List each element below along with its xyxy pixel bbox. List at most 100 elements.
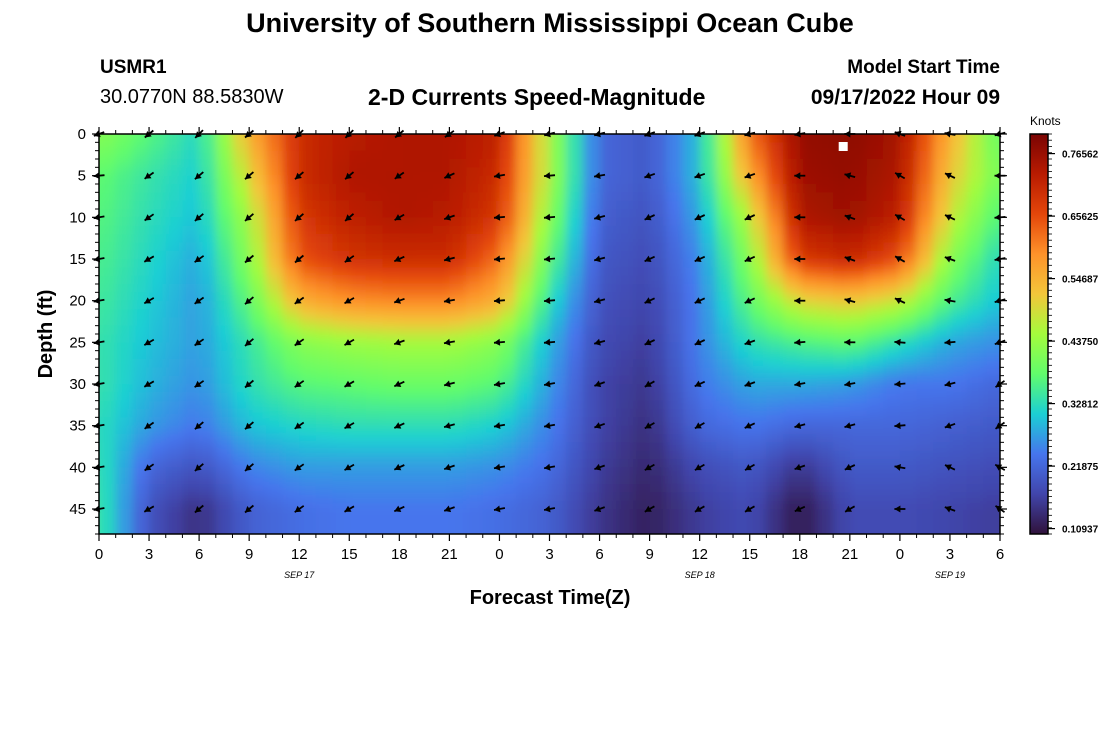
station-coordinates: 30.0770N 88.5830W [100, 86, 284, 108]
heatmap-cell [132, 325, 150, 335]
heatmap-cell [766, 225, 784, 235]
heatmap-cell [382, 159, 401, 169]
heatmap-cell [816, 400, 834, 410]
heatmap-cell [833, 409, 851, 419]
heatmap-cell [933, 459, 951, 469]
heatmap-cell [132, 275, 150, 285]
heatmap-cell [82, 534, 99, 543]
heatmap-cell [199, 225, 217, 235]
heatmap-cell [949, 267, 968, 277]
heatmap-cell [149, 367, 167, 377]
heatmap-cell [616, 425, 634, 435]
heatmap-cell [399, 317, 417, 327]
heatmap-cell [466, 292, 484, 302]
heatmap-cell [632, 142, 651, 152]
heatmap-cell [282, 134, 301, 144]
heatmap-cell [616, 467, 634, 477]
heatmap-cell [749, 184, 768, 194]
heatmap-cell [833, 267, 851, 277]
current-arrow [294, 213, 304, 222]
heatmap-cell [132, 467, 150, 477]
heatmap-cell [949, 300, 968, 310]
current-arrow [844, 172, 856, 180]
heatmap-cell [900, 117, 917, 126]
heatmap-cell [466, 242, 484, 252]
heatmap-cell [199, 134, 217, 144]
heatmap-cell [416, 334, 434, 344]
heatmap-cell [899, 150, 918, 160]
heatmap-cell [799, 317, 818, 327]
heatmap-cell [916, 384, 935, 394]
heatmap-cell [733, 434, 751, 444]
heatmap-cell [482, 225, 501, 235]
x-axis-label: Forecast Time(Z) [470, 587, 631, 609]
heatmap-cell [249, 467, 267, 477]
heatmap-cell [299, 317, 317, 327]
x-tick-label: 0 [495, 546, 503, 563]
heatmap-cell [749, 134, 768, 144]
heatmap-cell [66, 309, 83, 318]
heatmap-cell [783, 534, 800, 543]
heatmap-cell [165, 184, 184, 194]
heatmap-cell [99, 475, 100, 485]
heatmap-cell [733, 409, 751, 419]
heatmap-cell [649, 200, 668, 210]
heatmap-cell [916, 325, 935, 335]
heatmap-cell [115, 159, 134, 169]
heatmap-cell [532, 259, 551, 269]
heatmap-cell [165, 509, 184, 519]
heatmap-cell [566, 192, 584, 202]
current-arrow [244, 171, 254, 180]
heatmap-cell [399, 284, 417, 294]
heatmap-cell [933, 309, 951, 319]
heatmap-cell [766, 150, 784, 160]
heatmap-cell [967, 117, 984, 126]
heatmap-cell [849, 492, 868, 502]
heatmap-cell [582, 467, 601, 477]
heatmap-cell [933, 442, 951, 452]
heatmap-cell [482, 450, 501, 460]
heatmap-cell [265, 200, 284, 210]
heatmap-cell [416, 425, 434, 435]
heatmap-cell [766, 409, 784, 419]
heatmap-cell [516, 317, 534, 327]
heatmap-cell [883, 117, 900, 126]
heatmap-cell [699, 259, 718, 269]
heatmap-cell [416, 150, 434, 160]
heatmap-cell [766, 500, 784, 510]
heatmap-cell [816, 350, 834, 360]
heatmap-cell [499, 484, 517, 494]
heatmap-cell [899, 417, 918, 427]
heatmap-cell [649, 159, 668, 169]
heatmap-cell [816, 184, 834, 194]
heatmap-cell [249, 409, 267, 419]
heatmap-cell [799, 275, 818, 285]
heatmap-cell [949, 367, 968, 377]
heatmap-cell [582, 492, 601, 502]
current-arrow [344, 463, 355, 471]
current-arrow [794, 172, 806, 180]
heatmap-cell [99, 375, 117, 385]
heatmap-cell [749, 142, 768, 152]
heatmap-cell [833, 459, 851, 469]
heatmap-cell [466, 509, 484, 519]
current-arrow [394, 213, 405, 221]
heatmap-cell [199, 309, 217, 319]
heatmap-cell [432, 417, 451, 427]
heatmap-cell [949, 159, 968, 169]
heatmap-cell [299, 475, 317, 485]
heatmap-cell [215, 317, 234, 327]
heatmap-cell [215, 434, 234, 444]
heatmap-cell [616, 350, 634, 360]
heatmap-cell [349, 509, 367, 519]
heatmap-cell [149, 175, 167, 185]
heatmap-cell [249, 225, 267, 235]
heatmap-cell [733, 484, 751, 494]
heatmap-cell [849, 434, 868, 444]
heatmap-cell [182, 434, 200, 444]
heatmap-cell [399, 259, 417, 269]
current-arrow [794, 338, 806, 346]
heatmap-cell [299, 117, 316, 126]
heatmap-cell [666, 525, 684, 534]
heatmap-cell [466, 359, 484, 369]
